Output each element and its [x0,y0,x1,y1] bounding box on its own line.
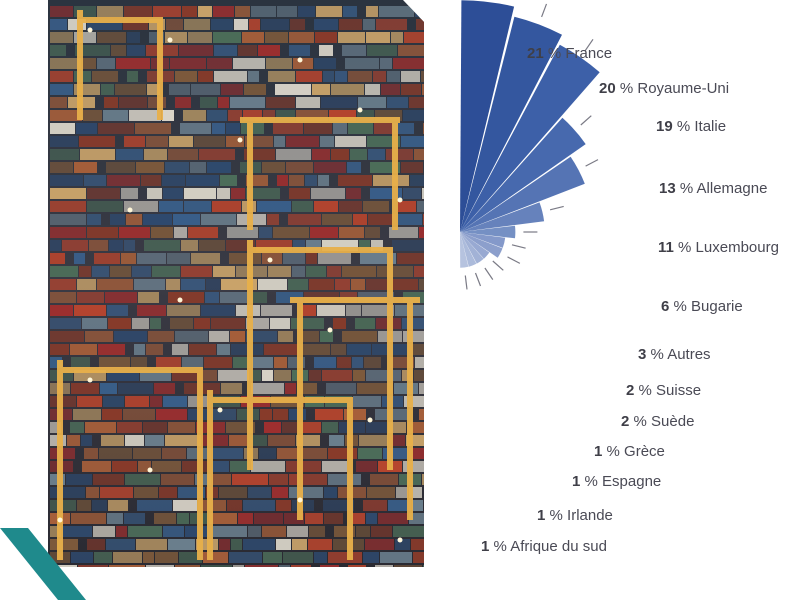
data-label-value: 11 [658,239,678,256]
slice-royaume-uni [460,16,562,232]
slice-autres [460,225,516,239]
data-label-value: 1 [481,538,494,555]
data-label-unit: % [678,239,696,256]
leader-line [484,267,494,280]
data-label-value: 3 [638,346,651,363]
data-label-category: Royaume-Uni [637,80,729,97]
data-label-unit: % [680,180,697,197]
data-label-unit: % [494,538,511,555]
slice-suisse [460,232,506,248]
data-label-value: 1 [594,443,607,460]
data-label-category: Suisse [656,382,701,399]
data-label-unit: % [634,413,652,430]
data-label-value: 1 [572,473,585,490]
data-label: 11 % Luxembourg [658,239,779,256]
data-label-unit: % [548,45,566,62]
slice-gr-ce [460,232,490,259]
data-label-category: Grèce [624,443,665,460]
leader-line [549,205,564,211]
data-label-unit: % [677,118,695,135]
data-label: 19 % Italie [656,118,726,135]
leader-line [511,244,526,249]
data-label-unit: % [550,507,568,524]
data-label-unit: % [607,443,625,460]
data-label-value: 2 [626,382,639,399]
data-label: 2 % Suède [621,413,694,430]
leader-line [585,159,599,167]
leader-line [507,256,521,264]
slice-su-de [460,232,503,258]
data-label-category: Suède [651,413,694,430]
leader-line [464,275,468,290]
data-label-value: 6 [661,298,674,315]
data-label-category: Bugarie [691,298,743,315]
data-label-unit: % [620,80,638,97]
leader-line [584,38,594,52]
leader-line [541,3,548,18]
data-label: 1 % Espagne [572,473,661,490]
slice-luxembourg [460,156,585,232]
slice-afrique-du-sud [460,232,469,268]
leader-line [474,272,482,287]
data-label: 1 % Grèce [594,443,665,460]
data-label-category: Espagne [602,473,661,490]
leader-line [580,115,592,126]
data-label-unit: % [639,382,657,399]
data-label-unit: % [651,346,668,363]
data-label-unit: % [585,473,603,490]
data-label-category: France [565,45,612,62]
leader-line [492,260,504,271]
data-label-value: 19 [656,118,677,135]
data-label: 6 % Bugarie [661,298,743,315]
data-label-category: Allemagne [697,180,768,197]
data-label-category: Autres [667,346,710,363]
accent-stripe [0,528,86,600]
slice-italie [460,44,600,233]
data-label: 1 % Irlande [537,507,613,524]
slice-bugarie [460,202,545,232]
data-label: 2 % Suisse [626,382,701,399]
data-label-value: 20 [599,80,620,97]
slice-espagne [460,232,484,264]
data-label: 13 % Allemagne [659,180,767,197]
data-label-category: Irlande [567,507,613,524]
data-label: 3 % Autres [638,346,711,363]
data-label-value: 1 [537,507,550,524]
data-label-value: 13 [659,180,680,197]
data-label-category: Afrique du sud [510,538,607,555]
slice-france [460,0,515,233]
data-label-value: 2 [621,413,634,430]
data-label: 20 % Royaume-Uni [599,80,729,97]
slice-irlande [460,232,477,267]
data-label: 21 % France [527,45,612,62]
data-label-value: 21 [527,45,548,62]
slice-allemagne [460,117,586,232]
data-label-category: Italie [694,118,726,135]
data-label-unit: % [674,298,692,315]
data-label: 1 % Afrique du sud [481,538,607,555]
data-label-category: Luxembourg [696,239,779,256]
